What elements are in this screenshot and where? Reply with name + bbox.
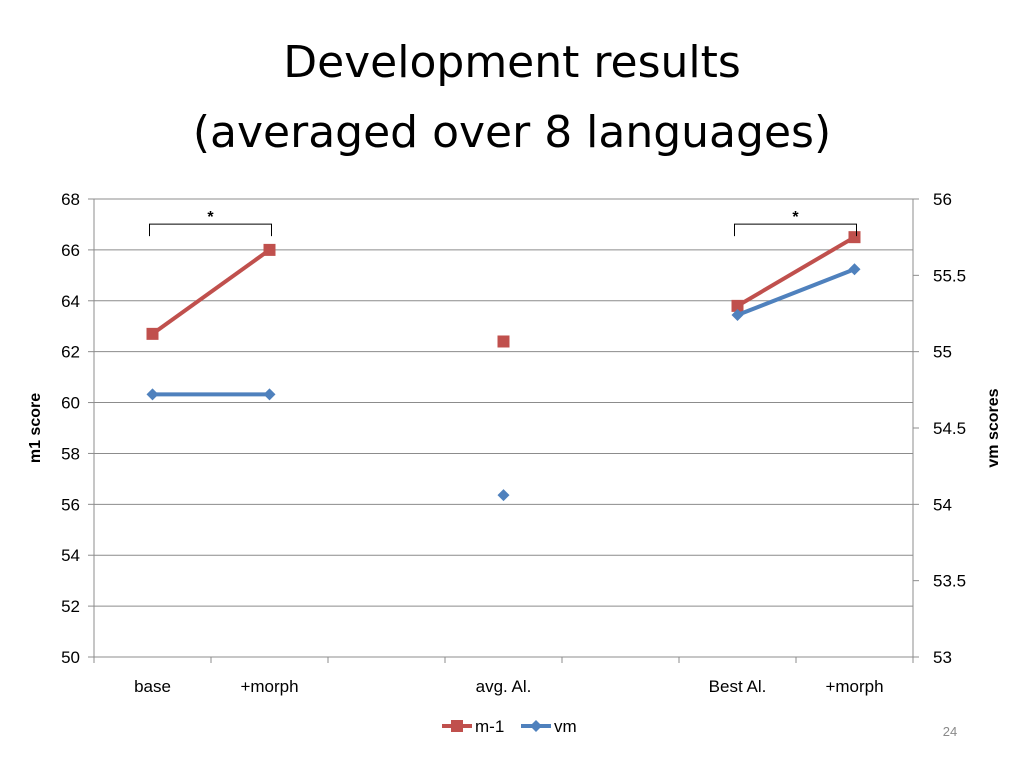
square-marker [451,720,463,732]
right-tick-label: 56 [933,190,952,209]
right-tick-label: 54.5 [933,419,966,438]
left-tick-label: 50 [61,648,80,667]
diamond-marker [263,388,276,401]
bracket-line [734,223,857,237]
x-tick-label: avg. Al. [476,677,532,696]
diamond-marker [146,388,159,401]
diamond-marker [731,309,744,322]
right-tick-label: 55 [933,343,952,362]
left-tick-label: 68 [61,190,80,209]
left-tick-label: 66 [61,241,80,260]
right-tick-label: 55.5 [933,266,966,285]
left-tick-label: 64 [61,292,80,311]
significance-star: * [207,209,214,226]
series-line [736,267,856,317]
left-tick-label: 52 [61,597,80,616]
legend-item-m-1: m-1 [442,717,504,736]
right-tick-label: 53 [933,648,952,667]
x-tick-label: Best Al. [709,677,767,696]
slide-title-line-2: (averaged over 8 languages) [192,107,832,158]
left-tick-label: 56 [61,495,80,514]
diamond-marker [848,263,861,276]
significance-star: * [792,209,799,226]
bracket-line [149,223,272,237]
series-layer [146,231,861,502]
series-line [151,248,271,336]
right-axis-title: vm scores [985,388,1002,467]
series-line [736,235,856,308]
left-tick-label: 58 [61,444,80,463]
square-marker [848,231,861,244]
axes: 50 52 54 56 58 60 62 64 66 68 53 53.5 54 54.5 55 55.5 56… [27,190,1002,696]
legend-item-vm: vm [521,717,577,736]
slide-title-line-1: Development results [283,37,741,88]
significance-bracket: * [734,209,857,237]
legend: m-1 vm [442,717,577,736]
legend-label: vm [554,717,577,736]
right-tick-label: 53.5 [933,572,966,591]
diamond-marker [497,489,510,502]
series-m-1 [146,231,861,348]
gridlines [94,198,913,658]
left-tick-label: 54 [61,546,80,565]
square-marker [146,327,159,340]
left-tick-label: 60 [61,394,80,413]
x-tick-label: +morph [240,677,298,696]
square-marker [497,335,510,348]
right-tick-label: 54 [933,495,952,514]
x-tick-label: base [134,677,171,696]
x-tick-label: +morph [825,677,883,696]
diamond-marker [530,720,542,732]
left-axis-title: m1 score [27,393,44,463]
legend-label: m-1 [475,717,504,736]
page-number: 24 [942,724,958,739]
square-marker [731,299,744,312]
annotations: * * [149,209,857,237]
left-tick-label: 62 [61,343,80,362]
square-marker [263,243,276,256]
series-vm [146,263,861,502]
significance-bracket: * [149,209,272,237]
